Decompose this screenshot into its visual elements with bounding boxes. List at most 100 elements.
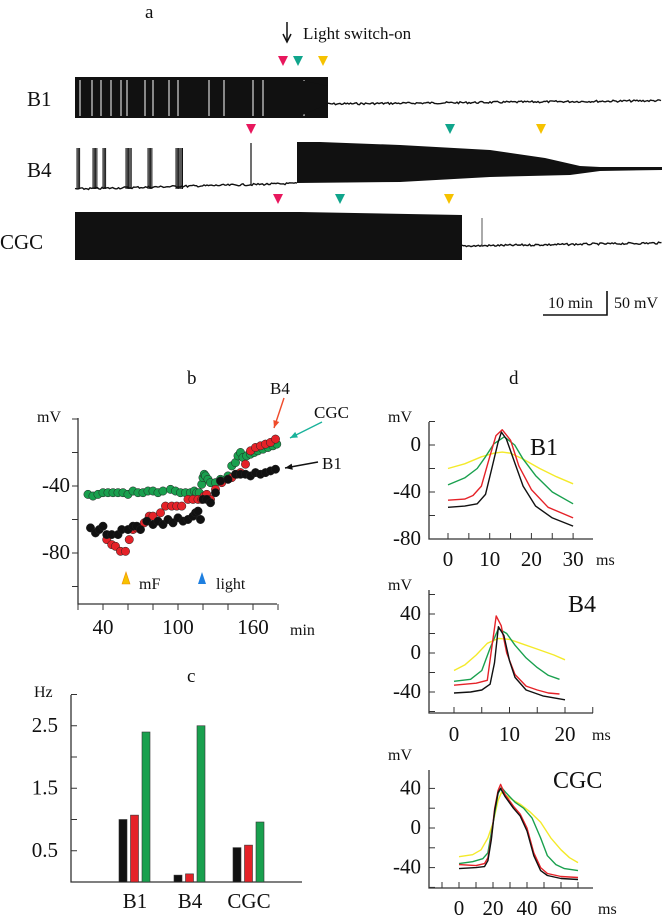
b-point-b4 <box>121 546 130 556</box>
panel-c-frequency: c Hz 0.5 1.5 2.5 B1 B4 CGC <box>32 666 302 913</box>
c-axes <box>70 695 302 883</box>
d-xtick-label: 0 <box>454 896 465 917</box>
b-point-b1 <box>196 515 205 524</box>
b-point-b4 <box>241 459 250 469</box>
panel-label-a: a <box>145 2 154 23</box>
d-xtick-label: 30 <box>563 547 584 571</box>
d-ytick-label: 40 <box>400 601 421 625</box>
b-point-b4 <box>271 434 280 444</box>
c-bar-cgc-green <box>255 821 265 883</box>
d-xtick-label: 0 <box>449 722 460 746</box>
d-trace-black <box>458 787 579 881</box>
cgc-baseline <box>461 241 662 248</box>
c-bar-b4-black <box>173 874 183 883</box>
light-switch-on-label: Light switch-on <box>303 24 412 43</box>
d-subplot-title: CGC <box>553 768 602 794</box>
d-xlabel: ms <box>592 727 611 744</box>
b-point-b1 <box>223 474 233 484</box>
timepoint-marker-icon <box>444 194 454 204</box>
d-xtick-label: 20 <box>555 722 576 746</box>
light-marker-icon <box>198 572 206 584</box>
d-ytick-label: 0 <box>411 432 422 456</box>
b-ytick-label: -40 <box>42 473 70 497</box>
d-trace-red <box>447 429 574 519</box>
d-trace-yellow <box>458 791 579 864</box>
scale-time-label: 10 min <box>548 295 593 312</box>
c-ytick-label: 0.5 <box>32 838 58 862</box>
b-point-cgc <box>158 486 168 496</box>
d-ylabel: mV <box>388 577 412 594</box>
c-ytick-label: 2.5 <box>32 713 58 737</box>
scale-voltage-label: 50 mV <box>614 295 658 312</box>
b-series-label-b1: B1 <box>322 454 342 473</box>
b-point-b1 <box>216 476 225 486</box>
b-point-b1 <box>98 521 108 531</box>
timepoint-marker-icon <box>273 194 283 204</box>
cgc-arrow-icon-head <box>290 431 298 438</box>
d-trace-red <box>453 615 560 695</box>
timepoint-marker-icon <box>445 124 455 134</box>
b-xtick-label: 40 <box>93 615 114 639</box>
d-trace-green <box>458 786 579 872</box>
d-ytick-label: 0 <box>411 640 422 664</box>
c-category-label: CGC <box>227 889 270 913</box>
b-ylabel: mV <box>37 409 61 426</box>
trace-label-b4: B4 <box>27 158 52 182</box>
d-xtick-label: 40 <box>517 896 538 917</box>
d-xtick-label: 0 <box>443 547 454 571</box>
mf-marker-icon <box>121 571 131 585</box>
scale-bar: 10 min 50 mV <box>543 291 658 316</box>
timepoint-marker-icon <box>318 56 328 66</box>
d-ytick-label: 0 <box>411 815 422 839</box>
c-category-label: B1 <box>123 889 148 913</box>
b-axes <box>77 418 277 605</box>
b1-spike-taper <box>300 80 328 116</box>
b-annotation-mf: mF <box>139 576 160 593</box>
panel-b-membrane-potential: b mV min B4 CGC B1 mF light -40 -80 40 100 1… <box>37 368 349 639</box>
d-ytick-label: 40 <box>400 775 421 799</box>
d-xtick-label: 10 <box>479 547 500 571</box>
cgc-spike-band <box>75 212 462 260</box>
b1-spike-band <box>75 77 328 118</box>
b-series-label-b4: B4 <box>270 379 290 398</box>
d-xtick-label: 20 <box>483 896 504 917</box>
d-trace-yellow <box>453 637 566 672</box>
c-ylabel: Hz <box>34 684 53 701</box>
b-point-b1 <box>211 488 220 498</box>
b-point-b1 <box>136 525 145 534</box>
d-trace-black <box>453 626 566 701</box>
d-ylabel: mV <box>388 409 412 426</box>
b-ytick-label: -80 <box>42 540 70 564</box>
c-bar-b4-green <box>196 725 206 883</box>
timepoint-marker-icon <box>293 56 303 66</box>
b-point-b1 <box>271 464 280 474</box>
d-subplot-cgc: CGC mV ms 40 0 -40 0 20 40 60 <box>388 747 617 917</box>
d-axes <box>428 590 593 714</box>
c-bar-b4-red <box>185 873 194 883</box>
c-bar-b1-red <box>130 814 139 883</box>
c-bar-cgc-red <box>244 844 253 883</box>
b4-arrow-icon-head <box>273 420 280 428</box>
d-ytick-label: -40 <box>393 479 421 503</box>
c-bar-cgc-black <box>232 847 242 883</box>
d-xtick-label: 20 <box>521 547 542 571</box>
panel-a-recordings: a Light switch-on B1 B4 CGC 10 min 50 mV <box>0 2 662 316</box>
b-point-b4 <box>156 508 165 518</box>
d-ytick-label: -80 <box>393 526 421 550</box>
d-xlabel: ms <box>596 552 615 569</box>
d-trace-black <box>447 431 574 527</box>
timepoint-marker-icon <box>246 124 256 134</box>
b-xlabel: min <box>290 622 315 639</box>
timepoint-marker-icon <box>278 56 288 66</box>
d-subplot-b1: B1 mV ms 0 -40 -80 0 10 20 30 <box>388 409 615 571</box>
b1-baseline <box>324 99 662 106</box>
b-point-b4 <box>177 501 187 511</box>
b-point-b1 <box>206 498 215 508</box>
b-point-b1 <box>193 506 203 516</box>
timepoint-marker-icon <box>536 124 546 134</box>
b-point-b4 <box>124 535 134 545</box>
d-axes <box>428 422 593 540</box>
panel-label-b: b <box>187 368 197 389</box>
